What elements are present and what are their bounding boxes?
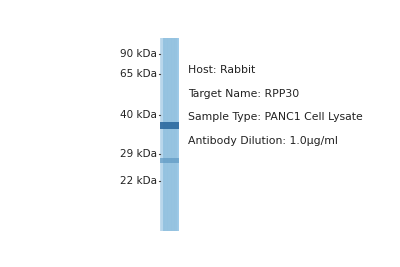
Text: 65 kDa: 65 kDa [120,69,157,79]
Text: 40 kDa: 40 kDa [120,110,157,120]
Text: Antibody Dilution: 1.0µg/ml: Antibody Dilution: 1.0µg/ml [188,136,338,146]
Text: Host: Rabbit: Host: Rabbit [188,65,255,75]
Text: Sample Type: PANC1 Cell Lysate: Sample Type: PANC1 Cell Lysate [188,112,363,122]
Bar [160,158,179,163]
Bar [176,38,177,231]
Bar [178,38,179,231]
Bar [177,38,178,231]
Bar [169,38,170,231]
Bar [167,38,168,231]
Bar [171,38,172,231]
Bar [166,38,167,231]
Bar [161,38,162,231]
Bar [175,38,176,231]
Bar [175,38,176,231]
Bar [160,38,161,231]
Bar [162,38,163,231]
Bar [175,38,176,231]
Bar [164,38,165,231]
Bar [173,38,174,231]
Bar [170,38,171,231]
Bar [163,38,164,231]
Bar [169,38,170,231]
Bar [171,38,172,231]
Bar [170,38,171,231]
Bar [169,38,170,231]
Bar [165,38,166,231]
Bar [164,38,165,231]
Bar [178,38,179,231]
Bar [163,38,164,231]
Bar [165,38,166,231]
Bar [166,38,167,231]
Text: 29 kDa: 29 kDa [120,149,157,159]
Bar [160,38,161,231]
Bar [174,38,175,231]
Text: 90 kDa: 90 kDa [120,49,157,59]
Bar [168,38,169,231]
Bar [176,38,177,231]
Bar [162,38,163,231]
Bar [161,38,162,231]
Bar [167,38,168,231]
Bar [168,38,169,231]
Bar [165,38,166,231]
Text: 22 kDa: 22 kDa [120,176,157,186]
Bar [176,38,177,231]
Bar [177,38,178,231]
Bar [174,38,175,231]
Bar [173,38,174,231]
Bar [172,38,173,231]
Bar [166,38,167,231]
Bar [160,122,179,129]
Bar [172,38,173,231]
Text: Target Name: RPP30: Target Name: RPP30 [188,89,299,99]
